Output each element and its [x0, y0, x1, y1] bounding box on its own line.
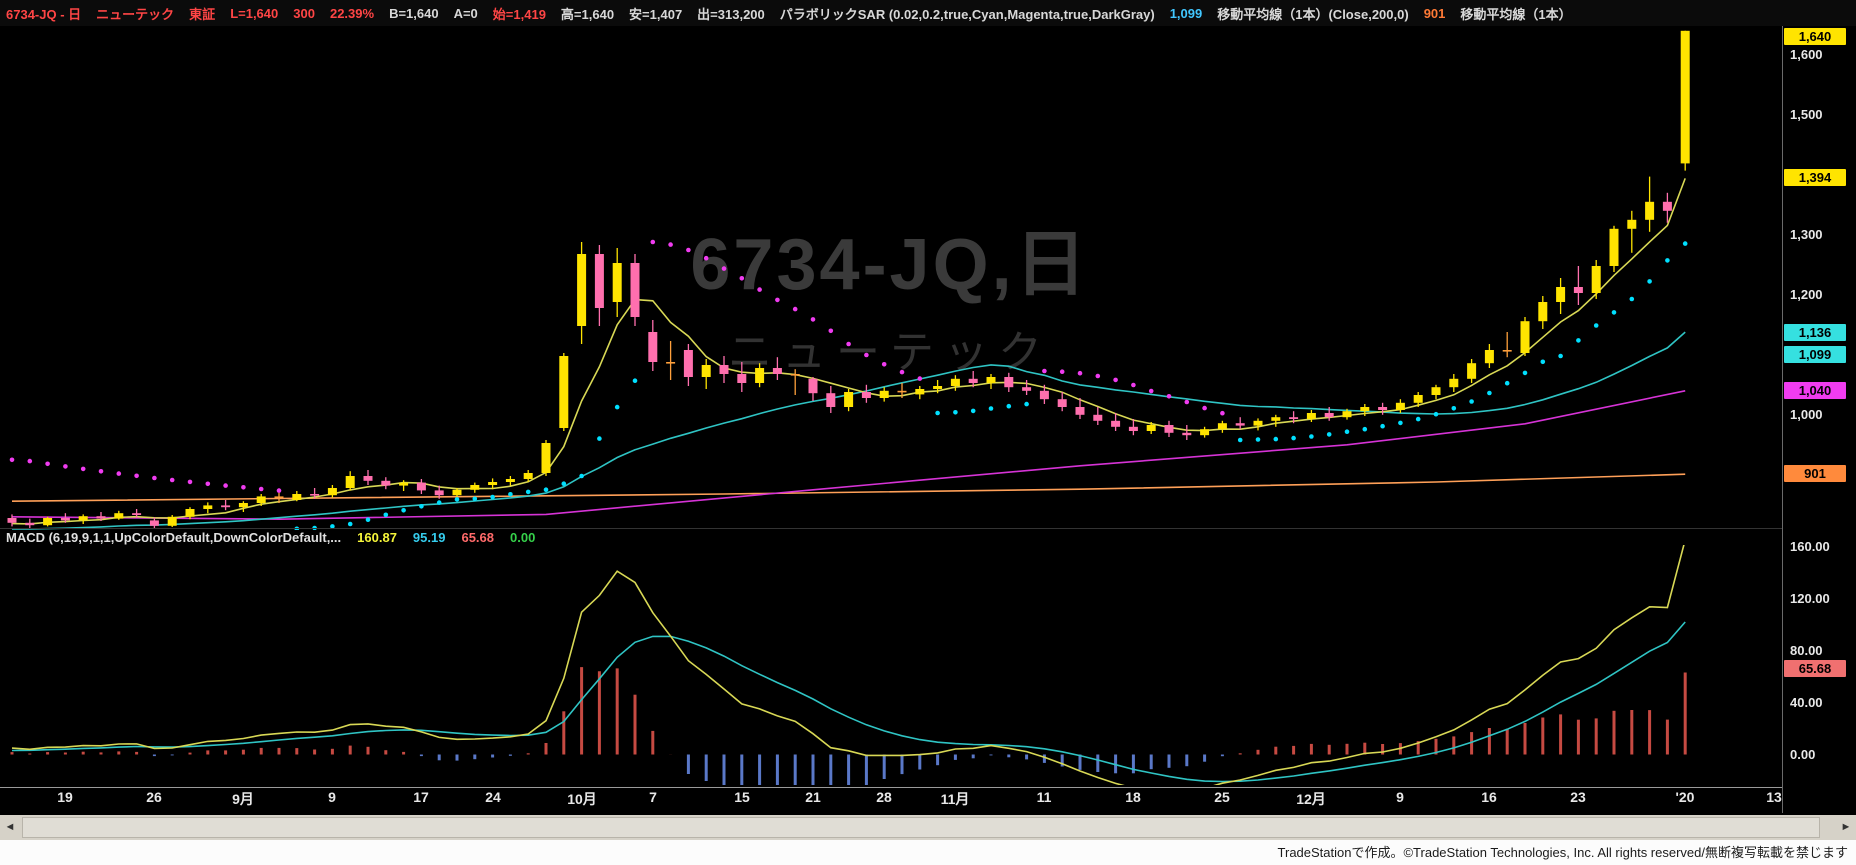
time-tick: 15 — [734, 789, 750, 805]
time-tick: 19 — [57, 789, 73, 805]
sar-dots-layer — [9, 239, 1688, 530]
time-tick: 7 — [649, 789, 657, 805]
axis-tick: 120.00 — [1790, 591, 1830, 606]
watermark-symbol: 6734-JQ,日 — [690, 225, 1090, 305]
watermark: 6734-JQ,日 ニューテック — [0, 205, 1780, 380]
axis-badge: 1,136 — [1784, 324, 1846, 341]
axis-tick: 40.00 — [1790, 695, 1823, 710]
macd-label-segment: 65.68 — [461, 530, 495, 545]
axis-badge: 65.68 — [1784, 660, 1846, 677]
macd-label-segment: MACD (6,19,9,1,1,UpColorDefault,DownColo… — [6, 530, 342, 545]
header-segment: 東証 — [189, 6, 216, 22]
axis-tick: 1,300 — [1790, 227, 1823, 242]
time-tick: 26 — [146, 789, 162, 805]
header-segment: 移動平均線（1本） — [1460, 6, 1572, 22]
macd-label-segment: 160.87 — [357, 530, 397, 545]
price-axis-divider — [1782, 26, 1783, 813]
scroll-right-button[interactable]: ► — [1840, 821, 1852, 833]
price-chart-canvas[interactable] — [0, 26, 1780, 530]
ma5-line — [11, 178, 1686, 525]
header-segment: 22.39% — [329, 5, 375, 21]
footer: TradeStationで作成。©TradeStation Technologi… — [0, 840, 1856, 865]
header-segment: 出=313,200 — [697, 6, 765, 22]
header-segment: A=0 — [453, 5, 478, 21]
time-tick: 11 — [1036, 789, 1052, 805]
axis-tick: 1,600 — [1790, 47, 1823, 62]
time-tick: 12月 — [1296, 791, 1326, 807]
time-tick: 25 — [1214, 789, 1230, 805]
time-tick: 28 — [876, 789, 892, 805]
time-tick: 18 — [1125, 789, 1141, 805]
header-segment: パラボリックSAR (0.02,0.2,true,Cyan,Magenta,tr… — [779, 6, 1155, 22]
axis-tick: 1,500 — [1790, 107, 1823, 122]
axis-tick: 80.00 — [1790, 643, 1823, 658]
time-tick: 13 — [1766, 789, 1782, 805]
scrollbar-thumb[interactable] — [22, 817, 1820, 838]
time-tick: 9月 — [232, 791, 254, 807]
header-segment: 高=1,640 — [560, 6, 615, 22]
axis-badge: 1,394 — [1784, 169, 1846, 186]
scroll-left-button[interactable]: ◄ — [4, 821, 16, 833]
header-segment: 1,099 — [1169, 5, 1203, 21]
time-tick: '20 — [1675, 789, 1695, 805]
axis-divider — [0, 787, 1782, 788]
header-segment: 始=1,419 — [492, 6, 546, 22]
h-scrollbar[interactable]: ◄ ► — [0, 815, 1856, 840]
time-tick: 24 — [485, 789, 501, 805]
header-segment: 6734-JQ - 日 — [6, 6, 82, 22]
axis-badge: 901 — [1784, 465, 1846, 482]
time-tick: 9 — [1396, 789, 1404, 805]
header-segment: L=1,640 — [230, 5, 279, 21]
scrollbar-track[interactable] — [20, 815, 1836, 840]
time-tick: 16 — [1481, 789, 1497, 805]
panel-divider — [0, 528, 1782, 529]
axis-badge: 1,040 — [1784, 382, 1846, 399]
macd-indicator-label: MACD (6,19,9,1,1,UpColorDefault,DownColo… — [6, 530, 535, 545]
time-tick: 21 — [805, 789, 821, 805]
price-axis: 1,600 1,500 1,300 1,200 1,000 1,640 1,394 1,136… — [1784, 0, 1856, 815]
axis-tick: 0.00 — [1790, 747, 1816, 762]
quote-header: 6734-JQ - 日ニューテック 東証 L=1,640 300 22.39% B=1,6… — [0, 0, 1856, 26]
macd-line — [11, 545, 1685, 785]
header-segment: ニューテック — [96, 6, 175, 22]
copyright-text: TradeStationで作成。©TradeStation Technologi… — [1277, 845, 1848, 860]
header-segment: 安=1,407 — [629, 6, 683, 22]
ma75-line — [11, 390, 1686, 521]
axis-badge: 1,640 — [1784, 28, 1846, 45]
macd-lines-layer — [11, 545, 1686, 785]
time-tick: 11月 — [940, 791, 970, 807]
macd-histogram-layer — [10, 667, 1687, 785]
header-segment: B=1,640 — [389, 5, 439, 21]
axis-tick: 160.00 — [1790, 539, 1830, 554]
time-axis: 19 26 9月 9 17 24 10月 7 15 21 28 11月 11 18 25 12月 9 16 23 '2… — [0, 789, 1782, 811]
time-tick: 17 — [413, 789, 429, 805]
axis-badge: 1,099 — [1784, 346, 1846, 363]
time-tick: 23 — [1570, 789, 1586, 805]
time-tick: 9 — [328, 789, 336, 805]
axis-tick: 1,200 — [1790, 287, 1823, 302]
time-tick: 10月 — [567, 791, 597, 807]
macd-signal-line — [11, 621, 1686, 783]
ma-lines-layer — [11, 178, 1686, 530]
header-segment: 901 — [1423, 5, 1446, 21]
macd-label-segment: 95.19 — [412, 530, 446, 545]
header-segment: 300 — [293, 5, 315, 21]
candles-layer — [7, 30, 1690, 529]
macd-chart-canvas[interactable] — [0, 545, 1780, 785]
axis-tick: 1,000 — [1790, 407, 1823, 422]
header-segment: 移動平均線（1本）(Close,200,0) — [1217, 6, 1409, 22]
macd-label-segment: 0.00 — [510, 530, 536, 545]
